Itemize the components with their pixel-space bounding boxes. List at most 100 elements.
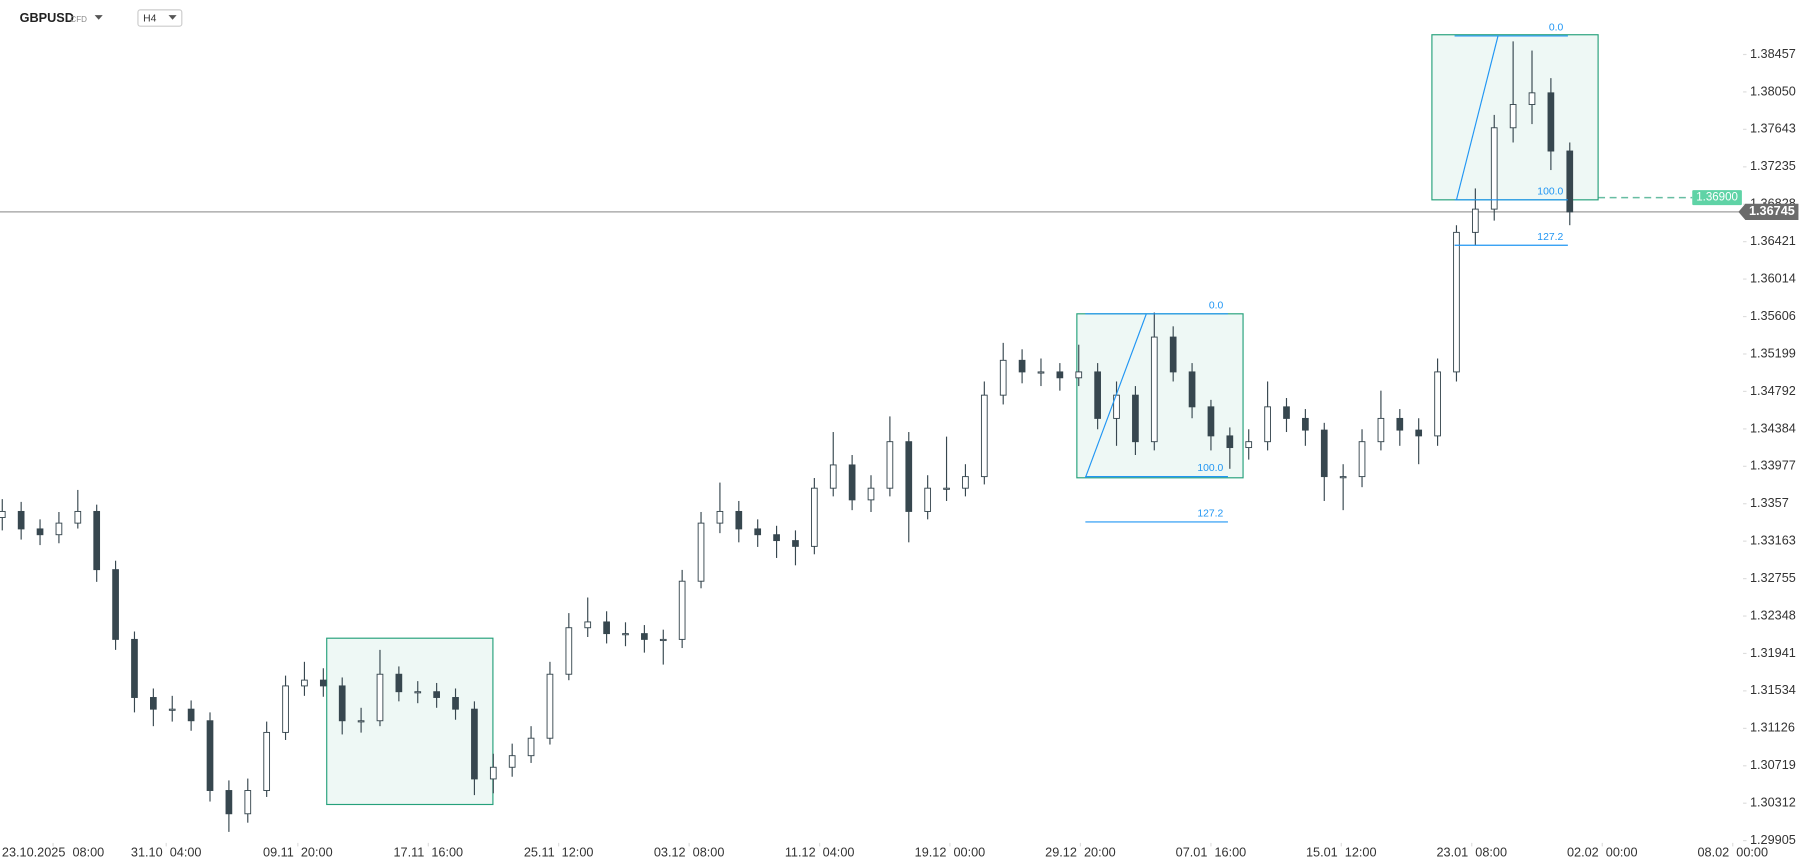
candle-body [980, 394, 988, 478]
candle-body [1037, 371, 1045, 374]
x-tick-label: 08.02 00:00 [1697, 845, 1768, 860]
alert-price-box [1692, 190, 1742, 206]
zones-layer [326, 34, 1599, 806]
x-tick-label: 23.01 08:00 [1436, 845, 1507, 860]
y-tick-label: 1.38050 [1750, 83, 1796, 98]
y-tick-label: 1.37235 [1750, 158, 1796, 173]
annotations-layer: 0.0 100.0 127.2 0.0 100.0 127.2 [1084, 23, 1568, 523]
candle-body [1056, 371, 1064, 379]
fib-label: 100.0 [1197, 463, 1223, 474]
candle-body [1075, 371, 1083, 379]
y-tick-label: 1.29905 [1750, 832, 1796, 847]
candle-body [584, 621, 592, 629]
candle-body [1320, 429, 1328, 478]
timeframe-button[interactable] [137, 9, 183, 27]
candle-body [301, 679, 308, 687]
candle-body [962, 476, 969, 489]
candle-body [1150, 336, 1158, 443]
candle-body [1302, 417, 1309, 431]
candle-body [1471, 208, 1479, 233]
candle-body [1283, 406, 1290, 419]
candle-body [0, 510, 6, 518]
fib-label: 100.0 [1537, 186, 1563, 197]
candle-body [206, 720, 214, 791]
x-tick-label: 23.10.2025 08:00 [2, 845, 104, 860]
toolbar: GBPUSD CFD H4 [20, 9, 183, 27]
alert-price-label: 1.36900 [1696, 192, 1738, 204]
fib-label: 0.0 [1209, 300, 1224, 311]
candle-body [697, 522, 705, 582]
x-tick-label: 09.11 20:00 [263, 845, 333, 860]
timeframe-dropdown[interactable] [168, 15, 177, 20]
y-tick-label: 1.30719 [1750, 757, 1796, 772]
candle-body [1018, 359, 1026, 373]
fib-label: 127.2 [1197, 509, 1223, 520]
candle-body [282, 685, 289, 733]
price-lines-layer [0, 196, 1744, 213]
candle-body [829, 464, 837, 489]
instrument-type: CFD [70, 15, 87, 24]
y-tick-label: 1.30312 [1750, 795, 1796, 810]
candle-body [414, 691, 422, 694]
y-tick-label: 1.31126 [1750, 720, 1795, 735]
y-tick-label: 1.38457 [1750, 46, 1796, 61]
y-tick-label: 1.36421 [1750, 233, 1796, 248]
timeframe[interactable]: H4 [143, 13, 156, 24]
fib-label: 0.0 [1549, 23, 1564, 34]
x-tick-label: 19.12 00:00 [915, 845, 986, 860]
candle-body [1169, 336, 1177, 373]
candle-body [263, 731, 271, 791]
candle-body [603, 621, 610, 635]
candle-body [924, 487, 932, 512]
last-price-box [1738, 203, 1799, 221]
symbol[interactable]: GBPUSD [20, 10, 74, 25]
candle-body [527, 737, 535, 757]
candle-body [244, 790, 252, 815]
trend-line [1455, 35, 1499, 200]
y-tick-label: 1.32755 [1750, 570, 1796, 585]
candle-body [641, 633, 648, 640]
candle-body [433, 691, 440, 698]
trend-line [1084, 313, 1147, 479]
candle-body [565, 627, 573, 675]
y-tick-label: 1.33163 [1750, 532, 1796, 547]
candle-body [17, 510, 25, 530]
candle-body [1226, 435, 1234, 449]
candle-body [225, 790, 233, 815]
candle-body [811, 487, 818, 547]
candle-body [1132, 394, 1139, 443]
x-tick-label: 29.12 20:00 [1045, 845, 1116, 860]
candle-body [1207, 406, 1215, 437]
candle-body [1415, 429, 1423, 437]
zone [1076, 313, 1244, 479]
candle-body [905, 441, 913, 512]
candle-body [93, 510, 101, 571]
y-tick-label: 1.32348 [1750, 607, 1796, 622]
symbol-dropdown[interactable] [94, 15, 103, 20]
y-tick-label: 1.35199 [1750, 345, 1796, 360]
y-tick-label: 1.36014 [1750, 270, 1796, 285]
candle-body [74, 510, 82, 524]
y-tick-label: 1.34384 [1750, 420, 1796, 435]
y-tick-label: 1.31534 [1750, 682, 1796, 697]
candle-body [376, 673, 384, 722]
last-price-label: 1.36745 [1749, 203, 1795, 218]
candle-body [112, 569, 119, 640]
x-tick-label: 25.11 12:00 [524, 845, 594, 860]
candle-body [622, 633, 629, 636]
candle-body [150, 697, 157, 710]
candle-body [1490, 127, 1498, 210]
candle-body [55, 522, 63, 536]
candle-body [357, 720, 365, 723]
candle-body [187, 708, 195, 722]
x-tick-label: 17.11 16:00 [394, 845, 464, 860]
candle-body [36, 528, 44, 536]
candle-body [678, 580, 686, 640]
candle-body [546, 673, 554, 739]
x-tick-label: 11.12 04:00 [785, 845, 855, 860]
x-tick-label: 07.01 16:00 [1176, 845, 1247, 860]
candle-body [1339, 476, 1347, 479]
candle-body [168, 708, 176, 711]
